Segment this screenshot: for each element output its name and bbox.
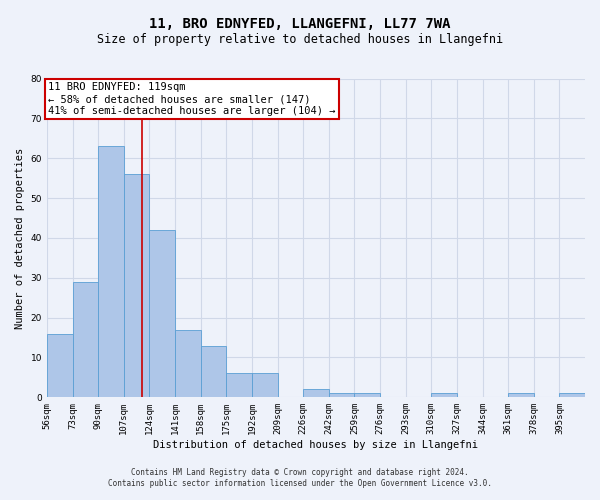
Bar <box>431 394 457 398</box>
Bar <box>226 374 252 398</box>
Bar <box>329 394 355 398</box>
Bar <box>355 394 380 398</box>
Bar <box>508 394 534 398</box>
Bar <box>175 330 200 398</box>
Bar <box>124 174 149 398</box>
Bar <box>98 146 124 398</box>
Text: 11 BRO EDNYFED: 119sqm
← 58% of detached houses are smaller (147)
41% of semi-de: 11 BRO EDNYFED: 119sqm ← 58% of detached… <box>49 82 336 116</box>
Bar <box>47 334 73 398</box>
Bar <box>303 390 329 398</box>
Bar <box>559 394 585 398</box>
Text: 11, BRO EDNYFED, LLANGEFNI, LL77 7WA: 11, BRO EDNYFED, LLANGEFNI, LL77 7WA <box>149 18 451 32</box>
Text: Size of property relative to detached houses in Llangefni: Size of property relative to detached ho… <box>97 32 503 46</box>
Bar <box>200 346 226 398</box>
Bar <box>149 230 175 398</box>
Text: Contains HM Land Registry data © Crown copyright and database right 2024.
Contai: Contains HM Land Registry data © Crown c… <box>108 468 492 487</box>
Y-axis label: Number of detached properties: Number of detached properties <box>15 148 25 328</box>
Bar <box>73 282 98 398</box>
Bar <box>252 374 278 398</box>
X-axis label: Distribution of detached houses by size in Llangefni: Distribution of detached houses by size … <box>154 440 478 450</box>
